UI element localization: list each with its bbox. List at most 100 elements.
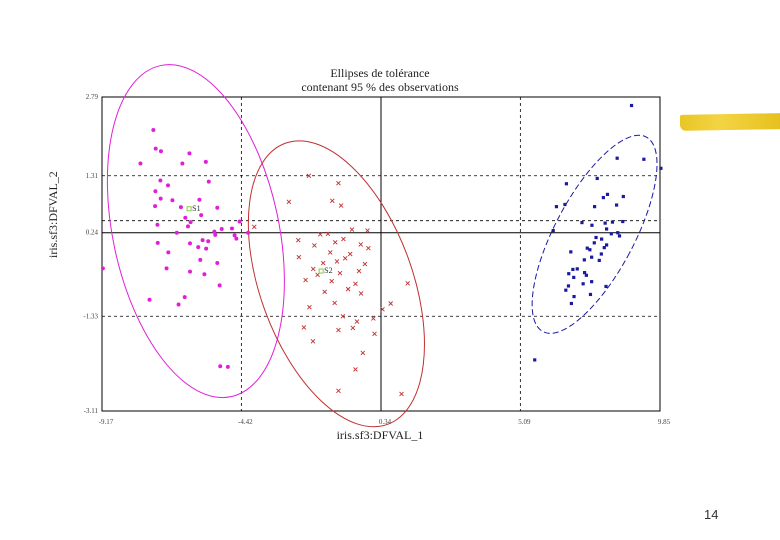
point-s1 bbox=[212, 229, 217, 234]
point-s3 bbox=[590, 280, 594, 284]
point-s2 bbox=[354, 319, 360, 324]
point-s1 bbox=[217, 283, 222, 288]
point-s1 bbox=[246, 230, 251, 235]
point-s1 bbox=[204, 246, 209, 251]
point-s2 bbox=[320, 260, 326, 266]
point-s1 bbox=[153, 146, 158, 151]
point-s1 bbox=[158, 149, 163, 154]
point-s2 bbox=[349, 227, 355, 232]
tolerance-ellipse-s1 bbox=[106, 64, 285, 399]
point-s2 bbox=[332, 239, 338, 245]
point-s1 bbox=[200, 238, 205, 243]
point-s3 bbox=[592, 205, 597, 209]
point-s1 bbox=[196, 245, 201, 250]
point-s2 bbox=[310, 266, 316, 272]
centroid-marker bbox=[318, 268, 324, 274]
point-s1 bbox=[174, 230, 179, 235]
point-s3 bbox=[569, 250, 573, 254]
point-s2 bbox=[372, 331, 377, 337]
point-s3 bbox=[659, 166, 663, 170]
point-s1 bbox=[199, 213, 204, 218]
point-s2 bbox=[296, 254, 302, 260]
point-s1 bbox=[232, 233, 237, 238]
x-tick-label: 9.85 bbox=[658, 418, 671, 426]
point-s2 bbox=[358, 291, 364, 296]
point-s3 bbox=[603, 221, 607, 225]
point-s2 bbox=[329, 198, 335, 204]
point-s3 bbox=[580, 221, 584, 225]
point-s2 bbox=[345, 286, 351, 292]
point-s3 bbox=[564, 288, 568, 292]
point-s1 bbox=[155, 222, 160, 227]
point-s2 bbox=[312, 243, 317, 248]
point-s2 bbox=[405, 280, 411, 286]
point-s3 bbox=[617, 234, 622, 238]
point-s1 bbox=[166, 183, 171, 188]
y-axis-label: iris.sf3:DFVAL_2 bbox=[46, 171, 60, 258]
tolerance-ellipse-s3 bbox=[531, 134, 658, 334]
point-s3 bbox=[590, 255, 594, 259]
point-s3 bbox=[584, 273, 588, 277]
point-s3 bbox=[563, 202, 567, 207]
y-tick-label: 1.31 bbox=[86, 172, 99, 180]
point-s3 bbox=[597, 258, 601, 262]
point-s3 bbox=[575, 267, 579, 271]
point-s1 bbox=[100, 266, 105, 271]
point-s3 bbox=[564, 182, 569, 186]
point-s3 bbox=[602, 246, 606, 250]
chart-title-line-2: contenant 95 % des observations bbox=[301, 80, 459, 94]
y-tick-label: -3.11 bbox=[84, 407, 99, 415]
y-tick-label: 0.24 bbox=[86, 229, 99, 237]
point-s1 bbox=[138, 161, 143, 166]
x-tick-label: -9.17 bbox=[99, 418, 114, 426]
point-s3 bbox=[614, 203, 619, 207]
tolerance-ellipse-s2 bbox=[247, 140, 425, 428]
point-s2 bbox=[353, 281, 358, 287]
point-s3 bbox=[615, 156, 619, 160]
point-s1 bbox=[183, 215, 188, 220]
point-s1 bbox=[178, 205, 183, 210]
point-s2 bbox=[399, 391, 404, 397]
point-s1 bbox=[202, 272, 207, 277]
point-s3 bbox=[592, 241, 596, 245]
point-s3 bbox=[582, 258, 586, 262]
point-s3 bbox=[566, 284, 571, 288]
centroid-marker bbox=[186, 206, 192, 212]
point-s3 bbox=[616, 231, 620, 235]
point-s3 bbox=[590, 223, 594, 227]
point-s1 bbox=[197, 197, 202, 202]
point-s1 bbox=[203, 159, 208, 164]
point-s3 bbox=[572, 294, 576, 299]
point-s2 bbox=[306, 173, 312, 179]
point-s3 bbox=[605, 227, 609, 231]
point-s2 bbox=[350, 325, 356, 331]
x-tick-label: 5.09 bbox=[518, 418, 531, 426]
point-s2 bbox=[380, 307, 385, 312]
point-s1 bbox=[176, 302, 181, 307]
point-s2 bbox=[336, 388, 341, 394]
point-s3 bbox=[594, 235, 598, 240]
point-s1 bbox=[234, 236, 239, 241]
point-s2 bbox=[251, 224, 257, 230]
x-axis-label: iris.sf3:DFVAL_1 bbox=[336, 428, 424, 442]
point-s1 bbox=[213, 232, 218, 237]
point-s2 bbox=[325, 231, 331, 237]
point-s2 bbox=[334, 259, 340, 264]
point-s1 bbox=[147, 297, 152, 302]
point-s2 bbox=[338, 203, 344, 208]
y-tick-label: -1.33 bbox=[83, 312, 98, 320]
point-s3 bbox=[604, 284, 608, 289]
point-s1 bbox=[219, 226, 224, 231]
point-s2 bbox=[295, 237, 301, 243]
point-s2 bbox=[358, 242, 364, 247]
point-s2 bbox=[303, 277, 308, 283]
point-s2 bbox=[388, 301, 393, 306]
point-s2 bbox=[353, 367, 358, 372]
point-s1 bbox=[206, 239, 211, 244]
point-s1 bbox=[166, 250, 171, 255]
point-s3 bbox=[571, 267, 575, 272]
point-s2 bbox=[286, 199, 292, 205]
point-s1 bbox=[218, 364, 223, 369]
point-s3 bbox=[554, 205, 559, 209]
